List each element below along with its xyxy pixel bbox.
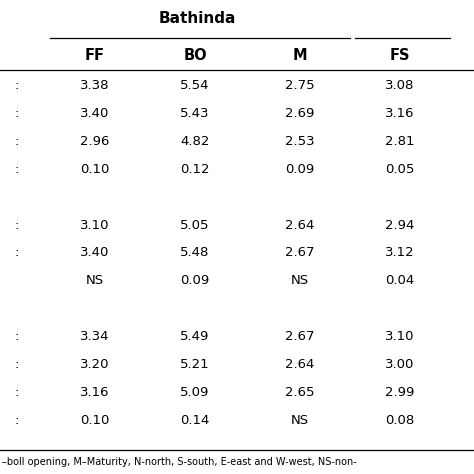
Text: 5.54: 5.54 xyxy=(180,79,210,91)
Text: 0.05: 0.05 xyxy=(385,163,415,175)
Text: NS: NS xyxy=(291,274,309,288)
Text: 2.94: 2.94 xyxy=(385,219,415,231)
Text: M: M xyxy=(292,47,307,63)
Text: 3.08: 3.08 xyxy=(385,79,415,91)
Text: 0.12: 0.12 xyxy=(180,163,210,175)
Text: :: : xyxy=(15,414,19,428)
Text: :: : xyxy=(15,79,19,91)
Text: BO: BO xyxy=(183,47,207,63)
Text: 5.09: 5.09 xyxy=(180,386,210,400)
Text: 3.34: 3.34 xyxy=(80,330,110,344)
Text: 5.21: 5.21 xyxy=(180,358,210,372)
Text: 5.43: 5.43 xyxy=(180,107,210,119)
Text: 2.67: 2.67 xyxy=(285,330,315,344)
Text: 0.14: 0.14 xyxy=(180,414,210,428)
Text: :: : xyxy=(15,135,19,147)
Text: :: : xyxy=(15,246,19,259)
Text: 2.69: 2.69 xyxy=(285,107,315,119)
Text: 3.10: 3.10 xyxy=(385,330,415,344)
Text: :: : xyxy=(15,163,19,175)
Text: :: : xyxy=(15,219,19,231)
Text: 2.75: 2.75 xyxy=(285,79,315,91)
Text: 2.99: 2.99 xyxy=(385,386,415,400)
Text: NS: NS xyxy=(291,414,309,428)
Text: 3.16: 3.16 xyxy=(385,107,415,119)
Text: 0.08: 0.08 xyxy=(385,414,415,428)
Text: FF: FF xyxy=(85,47,105,63)
Text: 3.20: 3.20 xyxy=(80,358,110,372)
Text: NS: NS xyxy=(86,274,104,288)
Text: 0.04: 0.04 xyxy=(385,274,415,288)
Text: 2.64: 2.64 xyxy=(285,358,315,372)
Text: 5.49: 5.49 xyxy=(180,330,210,344)
Text: :: : xyxy=(15,330,19,344)
Text: 5.05: 5.05 xyxy=(180,219,210,231)
Text: 0.09: 0.09 xyxy=(285,163,315,175)
Text: :: : xyxy=(15,107,19,119)
Text: 3.00: 3.00 xyxy=(385,358,415,372)
Text: :: : xyxy=(15,358,19,372)
Text: 4.82: 4.82 xyxy=(180,135,210,147)
Text: 0.10: 0.10 xyxy=(80,163,109,175)
Text: 3.40: 3.40 xyxy=(80,246,109,259)
Text: FS: FS xyxy=(390,47,410,63)
Text: 3.38: 3.38 xyxy=(80,79,110,91)
Text: –boll opening, M–Maturity, N-north, S-south, E-east and W-west, NS-non-: –boll opening, M–Maturity, N-north, S-so… xyxy=(2,457,357,467)
Text: :: : xyxy=(15,386,19,400)
Text: 2.67: 2.67 xyxy=(285,246,315,259)
Text: 2.65: 2.65 xyxy=(285,386,315,400)
Text: 0.09: 0.09 xyxy=(181,274,210,288)
Text: 2.96: 2.96 xyxy=(80,135,109,147)
Text: Bathinda: Bathinda xyxy=(159,10,236,26)
Text: 2.81: 2.81 xyxy=(385,135,415,147)
Text: 5.48: 5.48 xyxy=(180,246,210,259)
Text: 2.53: 2.53 xyxy=(285,135,315,147)
Text: 3.40: 3.40 xyxy=(80,107,109,119)
Text: 3.12: 3.12 xyxy=(385,246,415,259)
Text: 0.10: 0.10 xyxy=(80,414,109,428)
Text: 3.10: 3.10 xyxy=(80,219,110,231)
Text: 3.16: 3.16 xyxy=(80,386,110,400)
Text: 2.64: 2.64 xyxy=(285,219,315,231)
